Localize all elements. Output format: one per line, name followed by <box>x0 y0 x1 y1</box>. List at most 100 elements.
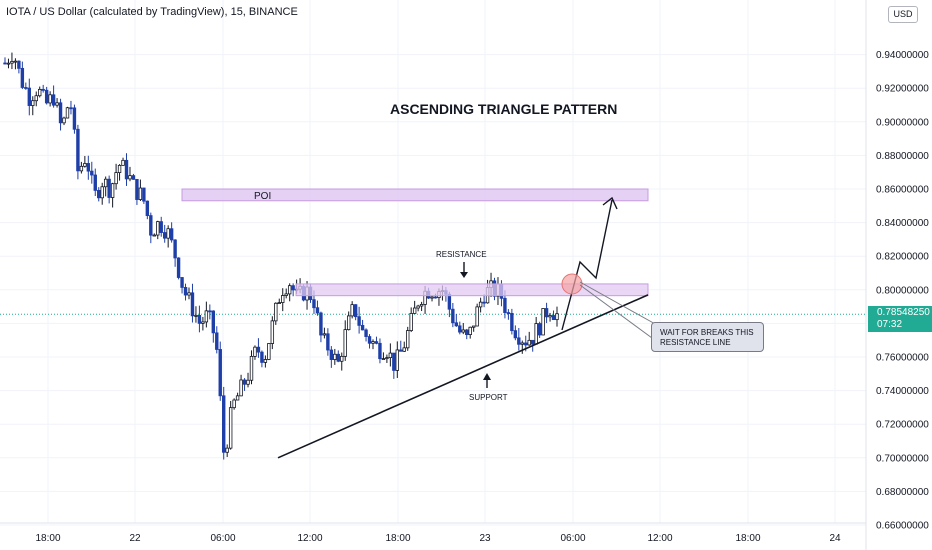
candle <box>145 200 150 216</box>
x-tick-label: 24 <box>829 533 841 544</box>
candle <box>367 336 372 344</box>
candle <box>478 301 483 308</box>
y-tick-label: 0.90000000 <box>876 117 929 128</box>
candle <box>90 170 94 176</box>
candle <box>17 60 21 69</box>
x-tick-label: 18:00 <box>35 533 60 544</box>
y-tick-label: 0.84000000 <box>876 218 929 229</box>
candle <box>51 94 56 106</box>
candle <box>277 302 281 304</box>
note-callout[interactable]: WAIT FOR BREAKS THIS RESISTANCE LINE <box>651 322 764 352</box>
candle <box>31 100 35 106</box>
candle <box>24 87 28 89</box>
y-tick-label: 0.82000000 <box>876 252 929 263</box>
candle <box>364 329 368 337</box>
candle <box>388 352 393 359</box>
note-leader-line <box>579 281 658 326</box>
candle <box>55 102 59 106</box>
candle <box>517 337 521 345</box>
candle <box>215 332 219 350</box>
breakout-circle[interactable] <box>561 273 583 295</box>
candle <box>20 67 25 88</box>
resistance-zone[interactable] <box>295 283 649 297</box>
candle <box>72 107 77 130</box>
y-tick-label: 0.74000000 <box>876 386 929 397</box>
last-price-tag: 0.78548250 07:32 <box>868 306 932 332</box>
candle <box>447 293 452 310</box>
candle <box>211 310 216 334</box>
candle <box>399 349 403 352</box>
candle <box>503 297 507 313</box>
candle <box>204 310 209 323</box>
candle <box>416 305 420 309</box>
candle <box>142 187 146 202</box>
candle <box>110 183 115 198</box>
y-tick-label: 0.70000000 <box>876 453 929 464</box>
candle <box>13 60 18 63</box>
candle <box>103 178 108 188</box>
candle <box>117 164 122 174</box>
candle <box>232 399 236 409</box>
poi-label: POI <box>254 191 271 202</box>
candle <box>534 323 538 345</box>
candle <box>34 95 38 102</box>
candle <box>86 163 91 172</box>
candle <box>454 322 459 327</box>
candle <box>44 89 49 104</box>
candle <box>3 62 7 65</box>
candle <box>169 228 174 241</box>
candle <box>124 159 129 180</box>
y-tick-label: 0.88000000 <box>876 151 929 162</box>
candle <box>482 301 486 304</box>
candle <box>107 178 111 198</box>
currency-button[interactable]: USD <box>888 6 918 23</box>
candle <box>6 62 11 65</box>
x-tick-label: 06:00 <box>210 533 235 544</box>
candle <box>319 312 323 336</box>
candle <box>173 239 177 259</box>
candle <box>406 330 410 349</box>
y-tick-label: 0.66000000 <box>876 521 929 532</box>
last-price-value: 0.78548250 <box>877 307 930 318</box>
candle <box>322 333 327 336</box>
candle <box>249 355 254 381</box>
candle <box>62 117 66 124</box>
candle <box>228 407 233 449</box>
x-tick-label: 12:00 <box>297 533 322 544</box>
projection-path[interactable] <box>561 199 613 331</box>
resistance-label: RESISTANCE <box>436 250 487 259</box>
poi-zone[interactable] <box>181 188 649 202</box>
candle <box>524 342 528 346</box>
candle <box>121 159 125 166</box>
candle <box>378 342 382 360</box>
candle <box>197 314 202 324</box>
candle <box>222 395 226 453</box>
x-tick-label: 22 <box>129 533 141 544</box>
candle <box>409 312 413 331</box>
candle <box>253 346 257 357</box>
candle <box>537 323 542 336</box>
candle <box>291 285 295 291</box>
candle <box>194 314 198 317</box>
candle <box>263 359 268 363</box>
x-tick-label: 18:00 <box>735 533 760 544</box>
candle <box>451 308 455 324</box>
candle <box>329 349 334 360</box>
pattern-title: ASCENDING TRIANGLE PATTERN <box>390 101 617 117</box>
y-tick-label: 0.80000000 <box>876 285 929 296</box>
y-tick-label: 0.76000000 <box>876 353 929 364</box>
candle <box>159 221 163 233</box>
candle <box>548 315 552 318</box>
candle <box>83 163 87 167</box>
support-label: SUPPORT <box>469 393 508 402</box>
candle <box>76 128 80 172</box>
candle <box>395 349 400 371</box>
candle <box>465 329 469 335</box>
y-tick-label: 0.94000000 <box>876 50 929 61</box>
x-tick-label: 06:00 <box>560 533 585 544</box>
candle <box>433 296 438 299</box>
candle <box>260 351 264 363</box>
support-trendline[interactable] <box>277 294 649 459</box>
candle <box>267 343 271 360</box>
